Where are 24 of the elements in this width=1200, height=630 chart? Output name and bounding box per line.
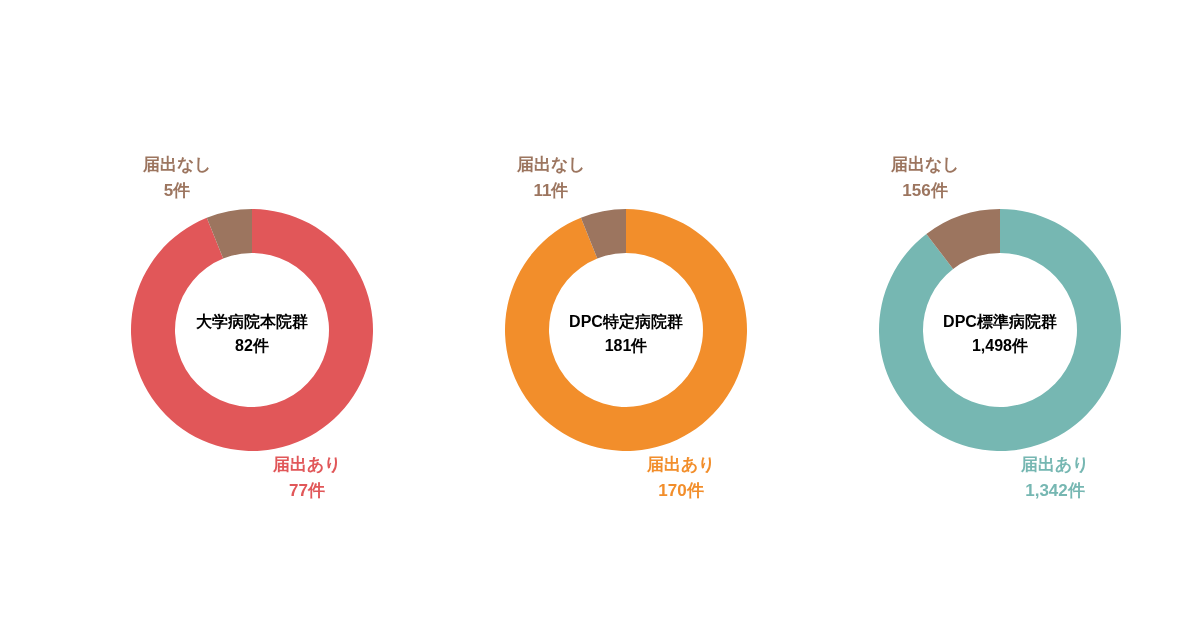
data-label: 11件 <box>533 181 569 200</box>
donut-slice <box>926 209 1000 269</box>
donut-slice <box>505 209 747 451</box>
data-label: 77件 <box>289 481 325 500</box>
slice-label: 届出なし <box>890 155 959 174</box>
text: 181件 <box>604 337 648 354</box>
data-label: 156件 <box>902 181 948 200</box>
text: 1,498件 <box>971 337 1029 354</box>
donut-slice <box>580 209 626 259</box>
data-label: 170件 <box>658 481 704 500</box>
text: DPC標準病院群 <box>943 313 1057 330</box>
text: 大学病院本院群 <box>196 313 308 330</box>
slice-label: 届出あり <box>272 455 341 474</box>
text: 82件 <box>235 337 269 354</box>
donut-slice <box>879 209 1121 451</box>
slice-label: 届出あり <box>1020 455 1089 474</box>
data-label: 1,342件 <box>1025 481 1085 500</box>
text: DPC特定病院群 <box>569 313 683 330</box>
donut-slice <box>206 209 252 259</box>
donut-slice <box>131 209 373 451</box>
data-label: 5件 <box>163 181 191 200</box>
slice-label: 届出あり <box>646 455 715 474</box>
slice-label: 届出なし <box>142 155 211 174</box>
slice-label: 届出なし <box>516 155 585 174</box>
